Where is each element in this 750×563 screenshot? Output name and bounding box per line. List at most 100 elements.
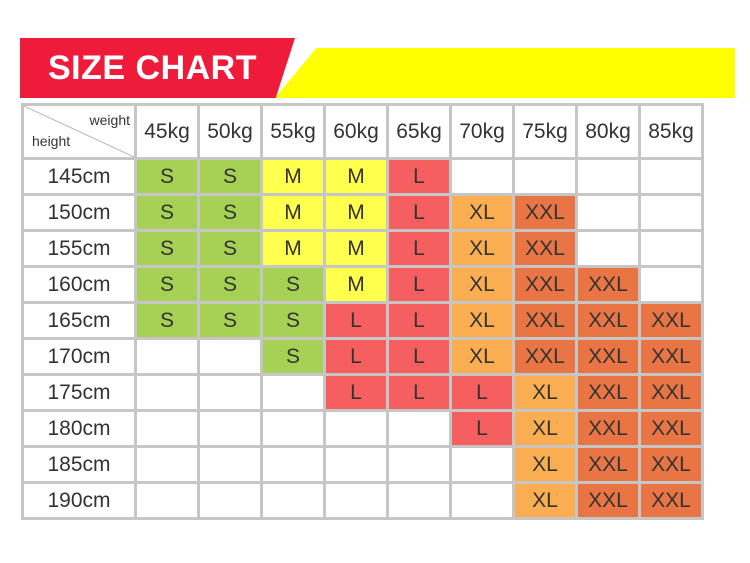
size-cell bbox=[638, 193, 704, 232]
size-cell bbox=[260, 481, 326, 520]
weight-header: 85kg bbox=[638, 103, 704, 160]
size-cell: L bbox=[449, 373, 515, 412]
height-label: 180cm bbox=[21, 409, 137, 448]
size-cell: XXL bbox=[512, 193, 578, 232]
size-cell: XL bbox=[449, 229, 515, 268]
size-cell: M bbox=[260, 229, 326, 268]
size-cell: XXL bbox=[638, 301, 704, 340]
size-cell bbox=[260, 409, 326, 448]
corner-height-label: height bbox=[32, 133, 71, 149]
size-chart-table: weight height 45kg 50kg 55kg 60kg 65kg 70kg 75… bbox=[21, 103, 704, 520]
weight-header: 75kg bbox=[512, 103, 578, 160]
table-row: 155cm S S M M L XL XXL bbox=[21, 229, 704, 268]
size-cell: XXL bbox=[512, 265, 578, 304]
size-cell: XL bbox=[449, 301, 515, 340]
size-cell: L bbox=[386, 229, 452, 268]
size-cell: XL bbox=[512, 481, 578, 520]
height-label: 155cm bbox=[21, 229, 137, 268]
size-cell: XL bbox=[512, 445, 578, 484]
size-cell bbox=[323, 481, 389, 520]
size-cell: L bbox=[386, 193, 452, 232]
size-cell: XXL bbox=[638, 481, 704, 520]
size-cell bbox=[197, 373, 263, 412]
size-cell bbox=[449, 445, 515, 484]
size-cell: XL bbox=[512, 373, 578, 412]
size-cell: L bbox=[449, 409, 515, 448]
size-cell: M bbox=[260, 193, 326, 232]
size-cell bbox=[575, 193, 641, 232]
size-cell: M bbox=[260, 157, 326, 196]
size-cell bbox=[638, 157, 704, 196]
table-row: 165cm S S S L L XL XXL XXL XXL bbox=[21, 301, 704, 340]
size-cell: XXL bbox=[575, 409, 641, 448]
size-cell: S bbox=[197, 193, 263, 232]
size-cell bbox=[197, 481, 263, 520]
height-label: 145cm bbox=[21, 157, 137, 196]
size-cell: S bbox=[134, 301, 200, 340]
size-cell bbox=[512, 157, 578, 196]
size-cell: S bbox=[134, 265, 200, 304]
height-label: 150cm bbox=[21, 193, 137, 232]
table-row: 185cm XL XXL XXL bbox=[21, 445, 704, 484]
size-cell: XXL bbox=[638, 445, 704, 484]
size-cell: S bbox=[134, 157, 200, 196]
table-row: 170cm S L L XL XXL XXL XXL bbox=[21, 337, 704, 376]
height-label: 175cm bbox=[21, 373, 137, 412]
size-cell: XXL bbox=[638, 409, 704, 448]
size-cell: L bbox=[323, 301, 389, 340]
size-cell: XXL bbox=[575, 445, 641, 484]
size-cell: S bbox=[134, 229, 200, 268]
size-cell: S bbox=[260, 265, 326, 304]
size-cell: M bbox=[323, 265, 389, 304]
weight-header: 65kg bbox=[386, 103, 452, 160]
size-cell: L bbox=[386, 157, 452, 196]
size-cell bbox=[575, 157, 641, 196]
size-cell: XXL bbox=[575, 481, 641, 520]
size-cell: S bbox=[134, 193, 200, 232]
size-cell: XXL bbox=[512, 337, 578, 376]
size-cell: XXL bbox=[512, 301, 578, 340]
diagonal-divider bbox=[26, 107, 132, 156]
size-cell: L bbox=[323, 337, 389, 376]
header-row: weight height 45kg 50kg 55kg 60kg 65kg 70kg 75… bbox=[21, 103, 704, 160]
size-cell bbox=[134, 337, 200, 376]
table-row: 145cm S S M M L bbox=[21, 157, 704, 196]
banner-yellow-stripe bbox=[275, 48, 735, 98]
size-cell bbox=[260, 373, 326, 412]
size-cell: S bbox=[197, 157, 263, 196]
height-label: 170cm bbox=[21, 337, 137, 376]
corner-weight-label: weight bbox=[89, 112, 130, 128]
weight-header: 45kg bbox=[134, 103, 200, 160]
size-cell: S bbox=[260, 337, 326, 376]
size-cell: XXL bbox=[575, 373, 641, 412]
weight-header: 55kg bbox=[260, 103, 326, 160]
size-cell bbox=[575, 229, 641, 268]
page-title: SIZE CHART bbox=[48, 49, 257, 87]
size-cell bbox=[386, 445, 452, 484]
size-cell: L bbox=[386, 337, 452, 376]
size-cell: XL bbox=[449, 193, 515, 232]
table-row: 150cm S S M M L XL XXL bbox=[21, 193, 704, 232]
size-cell bbox=[134, 373, 200, 412]
size-cell: XL bbox=[512, 409, 578, 448]
size-cell bbox=[134, 445, 200, 484]
size-cell: L bbox=[386, 301, 452, 340]
size-cell: XXL bbox=[512, 229, 578, 268]
height-label: 160cm bbox=[21, 265, 137, 304]
table-body: 145cm S S M M L 150cm S S M M L XL XXL 155cm S S M M L XL XXL… bbox=[21, 157, 704, 520]
size-cell bbox=[260, 445, 326, 484]
weight-header: 70kg bbox=[449, 103, 515, 160]
weight-header: 80kg bbox=[575, 103, 641, 160]
size-cell: L bbox=[386, 373, 452, 412]
size-cell bbox=[449, 157, 515, 196]
size-cell: L bbox=[386, 265, 452, 304]
size-cell: S bbox=[197, 301, 263, 340]
size-cell bbox=[197, 337, 263, 376]
size-cell bbox=[197, 445, 263, 484]
table-row: 190cm XL XXL XXL bbox=[21, 481, 704, 520]
weight-header: 60kg bbox=[323, 103, 389, 160]
size-cell bbox=[386, 409, 452, 448]
size-cell bbox=[449, 481, 515, 520]
size-cell bbox=[638, 229, 704, 268]
size-cell: M bbox=[323, 157, 389, 196]
